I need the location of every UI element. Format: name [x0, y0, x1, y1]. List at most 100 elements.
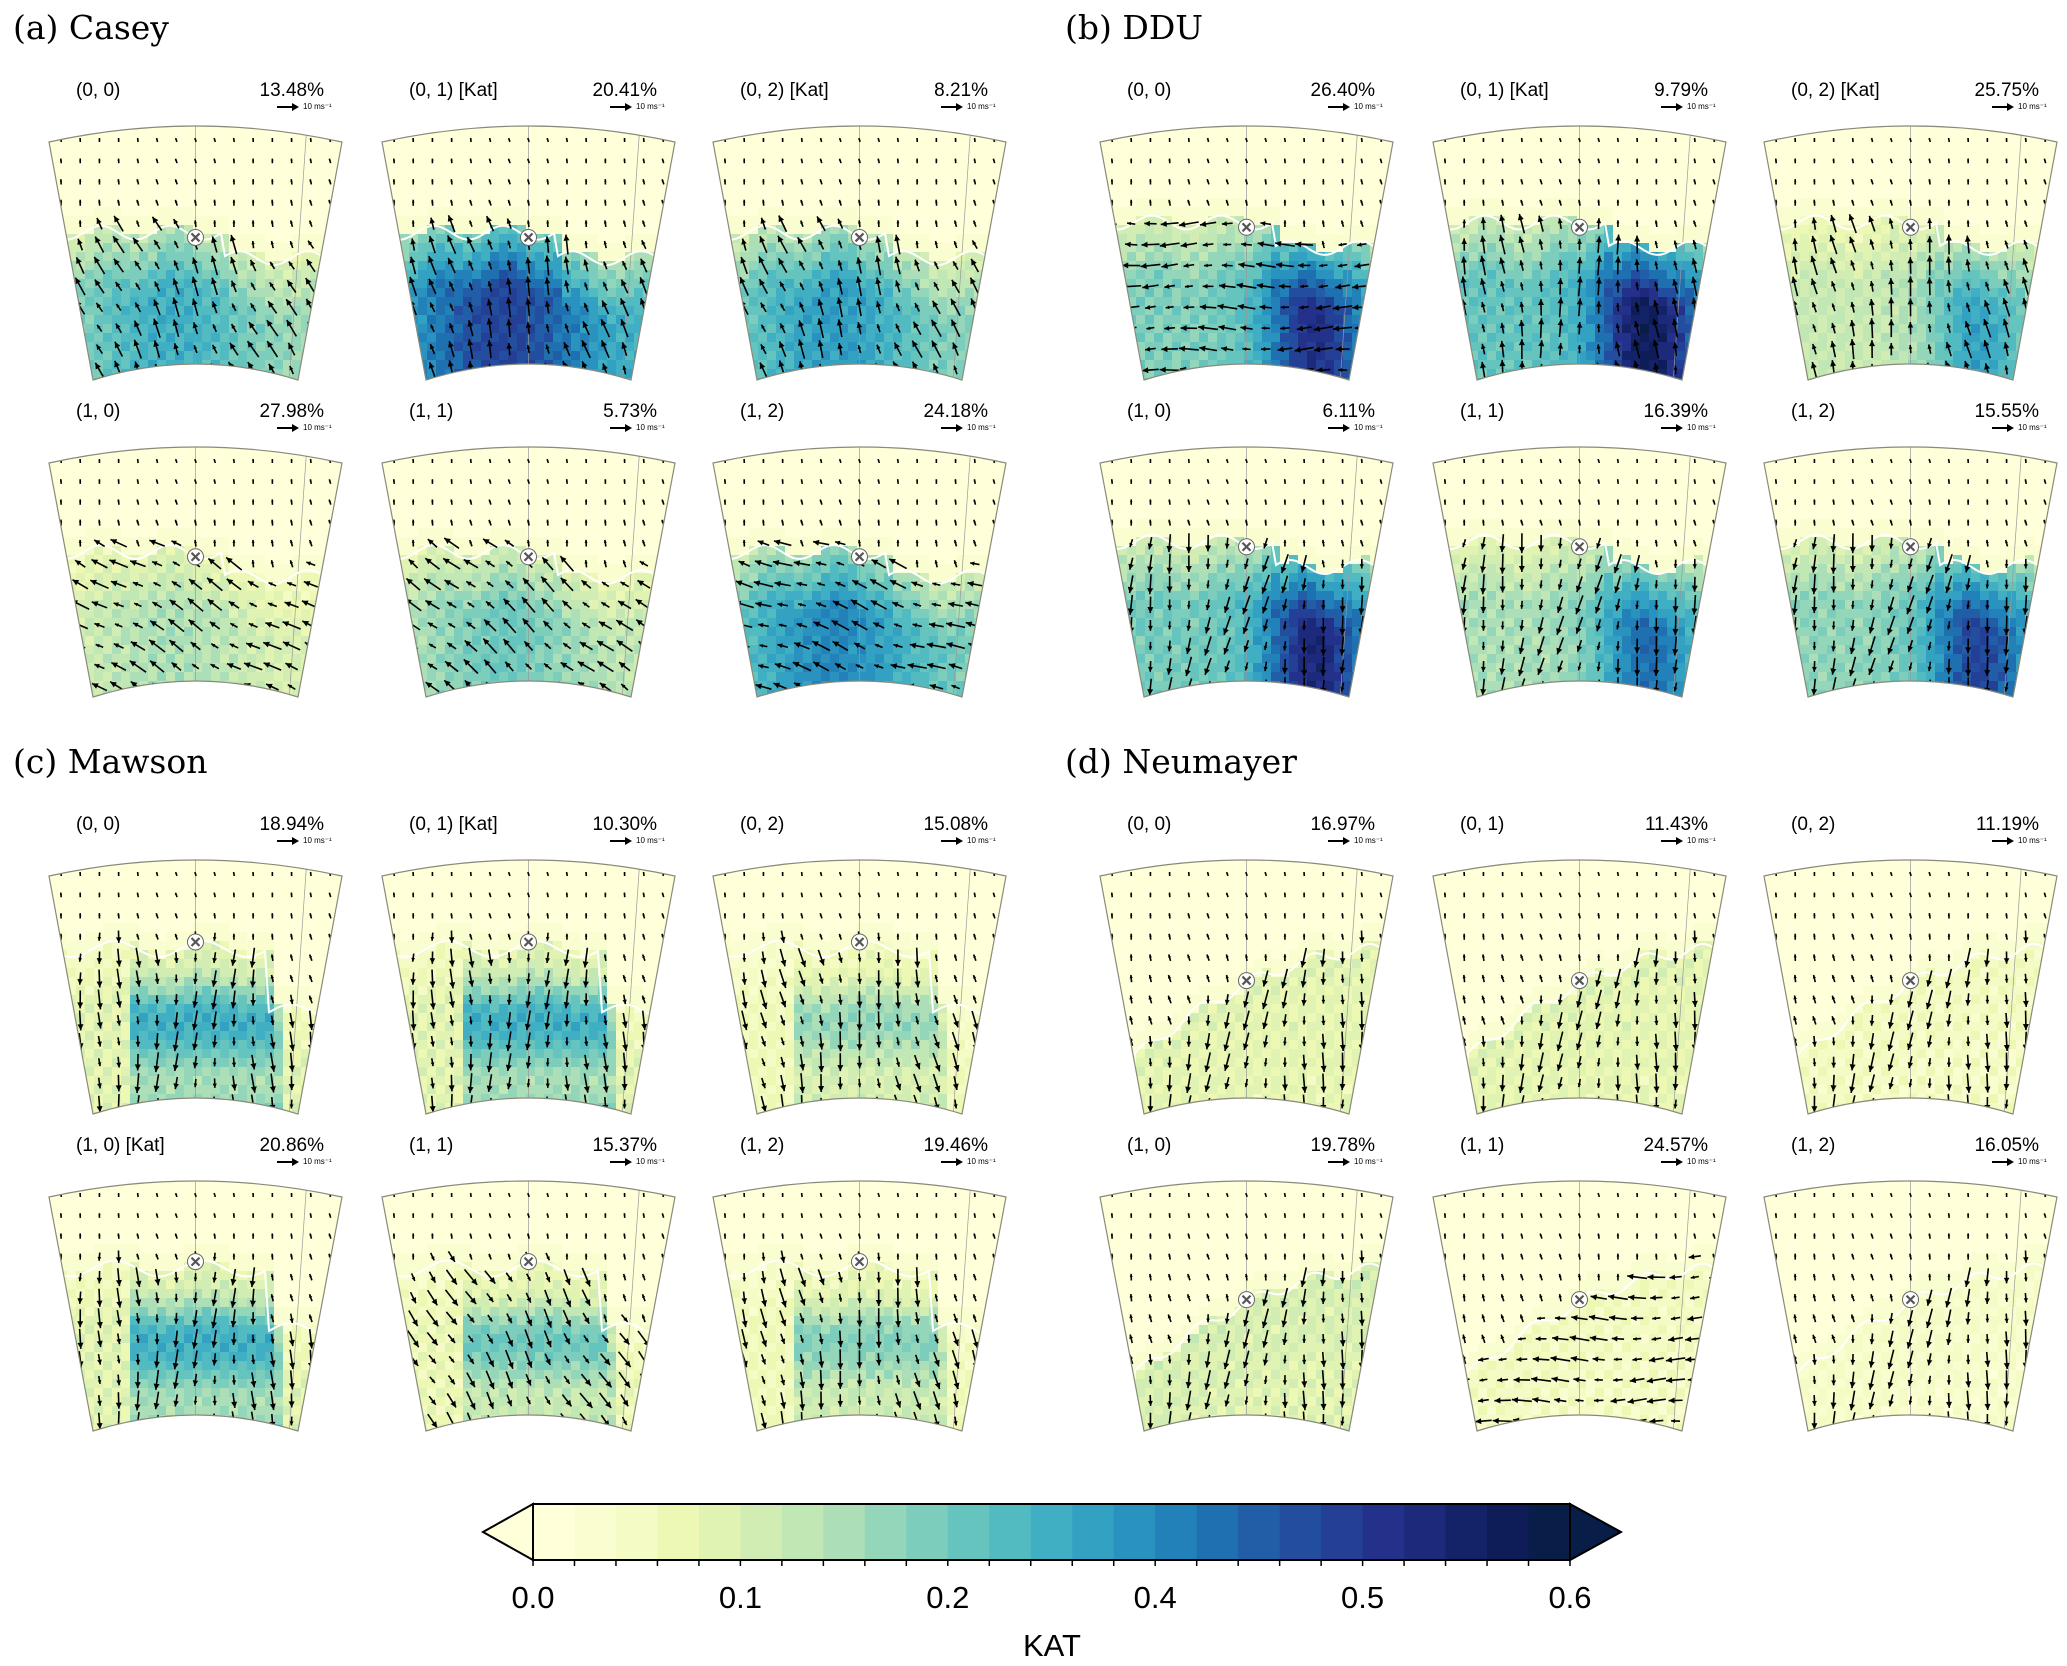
kat-cell: [166, 216, 176, 226]
kat-cell: [472, 528, 482, 538]
wind-vector: [174, 137, 178, 143]
kat-cell: [85, 306, 95, 316]
kat-cell: [562, 546, 572, 556]
kat-cell: [184, 261, 194, 271]
kat-cell: [274, 582, 284, 592]
wind-vector: [989, 277, 998, 296]
kat-cell: [463, 456, 473, 466]
kat-cell: [875, 126, 885, 136]
kat-cell: [76, 555, 86, 565]
kat-cell: [544, 126, 554, 136]
kat-cell: [553, 342, 563, 352]
kat-cell: [481, 510, 491, 520]
kat-cell: [67, 627, 77, 637]
kat-cell: [643, 369, 653, 379]
kat-cell: [544, 546, 554, 556]
wind-vector: [284, 601, 299, 609]
kat-cell: [283, 261, 293, 271]
kat-cell: [517, 306, 527, 316]
wind-vector: [582, 321, 590, 336]
wind-vector: [328, 158, 332, 164]
wind-vector: [584, 199, 588, 206]
kat-cell: [490, 456, 500, 466]
kat-cell: [535, 252, 545, 262]
kat-cell: [481, 528, 491, 538]
kat-cell: [722, 243, 732, 253]
kat-cell: [902, 126, 912, 136]
wind-vector: [604, 179, 607, 185]
kat-cell: [803, 306, 813, 316]
kat-cell: [400, 537, 410, 547]
kat-cell: [436, 483, 446, 493]
kat-cell: [490, 288, 500, 298]
kat-cell: [211, 690, 221, 697]
wind-vector: [798, 260, 806, 271]
kat-cell: [544, 519, 554, 529]
kat-cell: [938, 261, 948, 271]
wind-vector: [722, 259, 728, 272]
kat-cell: [301, 501, 311, 511]
kat-cell: [812, 216, 822, 226]
kat-cell: [544, 297, 554, 307]
kat-cell: [499, 510, 509, 520]
kat-cell: [202, 351, 212, 361]
wind-vector: [915, 199, 919, 206]
kat-cell: [947, 135, 957, 145]
kat-cell: [661, 360, 671, 370]
wind-vector: [896, 158, 899, 164]
kat-cell: [983, 180, 993, 190]
wind-vector: [194, 458, 197, 464]
kat-cell: [571, 198, 581, 208]
wind-vector: [194, 519, 197, 526]
wind-vector: [642, 179, 646, 185]
kat-cell: [211, 261, 221, 271]
kat-cell: [202, 144, 212, 154]
kat-cell: [418, 279, 428, 289]
kat-cell: [580, 483, 590, 493]
kat-cell: [418, 144, 428, 154]
kat-cell: [139, 663, 149, 673]
kat-cell: [643, 510, 653, 520]
kat-cell: [220, 306, 230, 316]
kat-cell: [499, 456, 509, 466]
kat-cell: [992, 306, 1002, 316]
kat-cell: [866, 333, 876, 343]
kat-cell: [911, 135, 921, 145]
kat-cell: [283, 135, 293, 145]
kat-cell: [382, 447, 392, 457]
wind-vector: [741, 238, 747, 251]
kat-cell: [652, 144, 662, 154]
kat-cell: [830, 279, 840, 289]
kat-cell: [283, 681, 293, 691]
wind-vector: [321, 599, 339, 611]
wind-vector: [603, 261, 608, 270]
kat-cell: [76, 609, 86, 619]
kat-cell: [803, 216, 813, 226]
kat-cell: [454, 252, 464, 262]
kat-cell: [508, 546, 518, 556]
kat-cell: [256, 618, 266, 628]
kat-cell: [902, 315, 912, 325]
kat-cell: [85, 546, 95, 556]
kat-cell: [67, 573, 77, 583]
kat-cell: [418, 537, 428, 547]
kat-cell: [211, 672, 221, 682]
kat-cell: [598, 501, 608, 511]
kat-cell: [166, 555, 176, 565]
wind-vector: [781, 199, 785, 206]
kat-cell: [238, 333, 248, 343]
kat-cell: [652, 546, 662, 556]
wind-vector: [914, 259, 920, 272]
wind-vector: [171, 580, 182, 588]
wind-vector: [252, 137, 255, 143]
kat-cell: [220, 510, 230, 520]
kat-cell: [535, 474, 545, 484]
kat-cell: [857, 207, 867, 217]
wind-vector: [286, 581, 297, 587]
kat-cell: [130, 573, 140, 583]
wind-vector: [544, 301, 551, 314]
kat-cell: [184, 663, 194, 673]
kat-cell: [580, 144, 590, 154]
kat-cell: [157, 216, 167, 226]
kat-cell: [139, 555, 149, 565]
